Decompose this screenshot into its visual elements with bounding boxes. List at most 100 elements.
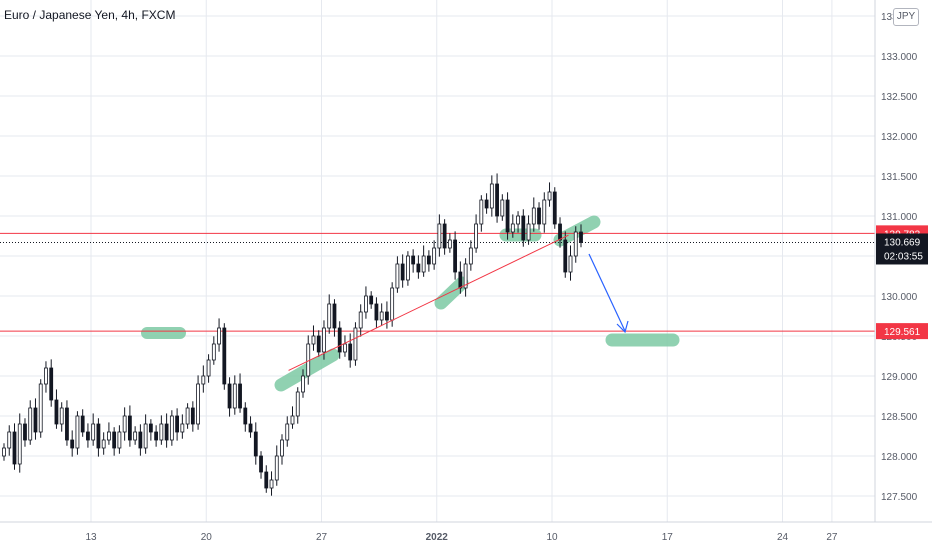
candle-body — [7, 431, 12, 449]
price-axis[interactable]: 127.500128.000128.500129.000129.500130.0… — [881, 12, 918, 503]
candle-body — [175, 415, 180, 433]
y-tick-label: 129.000 — [881, 372, 918, 383]
candle-body — [505, 199, 510, 233]
candle-body — [295, 391, 300, 417]
candle-body — [474, 223, 478, 249]
arrow-shaft — [588, 253, 626, 332]
candle-body — [510, 223, 515, 233]
candle-body — [526, 223, 531, 241]
candle-body — [269, 479, 274, 489]
candle-body — [101, 439, 106, 449]
candle-body — [96, 423, 101, 449]
candle-body — [316, 335, 321, 353]
candle-body — [238, 383, 242, 409]
candle-body — [180, 423, 185, 433]
candle-body — [400, 263, 405, 281]
candle-body — [127, 415, 132, 441]
candle-body — [379, 311, 384, 321]
candle-body — [411, 255, 416, 265]
candle-body — [54, 399, 59, 425]
trendline[interactable] — [288, 234, 569, 371]
level-price-badge — [876, 323, 928, 340]
candle-body — [432, 247, 437, 265]
candle-body — [531, 207, 536, 225]
candle-body — [390, 287, 395, 321]
x-tick-label: 27 — [316, 532, 328, 543]
candle-body — [59, 407, 64, 425]
last-price-label: 130.669 — [884, 237, 921, 248]
candle-body — [107, 431, 111, 441]
candle-body — [327, 303, 332, 329]
candle-body — [301, 375, 305, 393]
candle-body — [23, 423, 27, 441]
x-tick-label: 2022 — [426, 532, 449, 543]
candle-body — [159, 423, 164, 441]
candle-body — [437, 223, 442, 249]
candle-body — [521, 215, 526, 241]
currency-badge[interactable]: JPY — [893, 8, 919, 26]
candle-body — [563, 239, 568, 273]
candle-body — [112, 431, 117, 449]
candle-body — [322, 327, 326, 353]
candle-body — [28, 407, 33, 441]
candle-body — [222, 327, 227, 385]
candle-body — [169, 415, 174, 441]
candle-body — [248, 423, 253, 433]
candle-body — [405, 255, 410, 281]
candle-body — [290, 415, 295, 425]
countdown-label: 02:03:55 — [884, 251, 923, 262]
candle-body — [65, 407, 69, 441]
y-tick-label: 133.000 — [881, 52, 918, 63]
candle-body — [495, 183, 499, 217]
candle-body — [217, 327, 221, 345]
candle-body — [542, 199, 547, 225]
y-tick-label: 128.000 — [881, 452, 918, 463]
projection-arrow[interactable] — [588, 253, 629, 334]
y-tick-label: 131.500 — [881, 172, 918, 183]
candle-body — [274, 455, 279, 481]
candle-body — [369, 295, 374, 305]
candle-body — [122, 415, 127, 433]
candle-body — [353, 327, 358, 361]
x-tick-label: 24 — [777, 532, 789, 543]
candle-body — [385, 311, 389, 321]
candle-body — [285, 423, 290, 441]
candle-body — [49, 367, 54, 401]
candle-body — [311, 335, 316, 345]
candle-body — [17, 423, 22, 465]
candle-body — [75, 415, 80, 449]
candle-body — [12, 431, 17, 465]
y-tick-label: 130.000 — [881, 292, 918, 303]
candle-body — [185, 407, 190, 425]
candle-body — [332, 303, 337, 329]
arrow-head — [616, 320, 629, 334]
candle-body — [164, 423, 169, 441]
candle-body — [547, 191, 552, 201]
candle-body — [568, 255, 573, 273]
candle-body — [154, 431, 159, 441]
candle-body — [148, 423, 153, 433]
candle-body — [264, 471, 269, 489]
candle-body — [421, 255, 426, 273]
candle-body — [552, 191, 557, 225]
x-tick-label: 10 — [546, 532, 558, 543]
last-price-badge — [876, 233, 928, 265]
candle-body — [364, 295, 368, 313]
candle-body — [453, 239, 458, 273]
y-tick-label: 127.500 — [881, 492, 918, 503]
candle-body — [206, 359, 211, 377]
candle-body — [33, 407, 38, 433]
candle-body — [86, 431, 90, 441]
time-axis[interactable]: 13 20 27 2022 10 17 24 27 — [85, 532, 837, 543]
candle-body — [395, 263, 400, 289]
candle-body — [80, 415, 85, 433]
candle-body — [190, 407, 195, 425]
candle-body — [138, 431, 143, 449]
candle-body — [479, 199, 484, 225]
candle-body — [133, 431, 138, 441]
level-price-label: 129.561 — [884, 327, 921, 338]
candle-body — [253, 431, 258, 457]
